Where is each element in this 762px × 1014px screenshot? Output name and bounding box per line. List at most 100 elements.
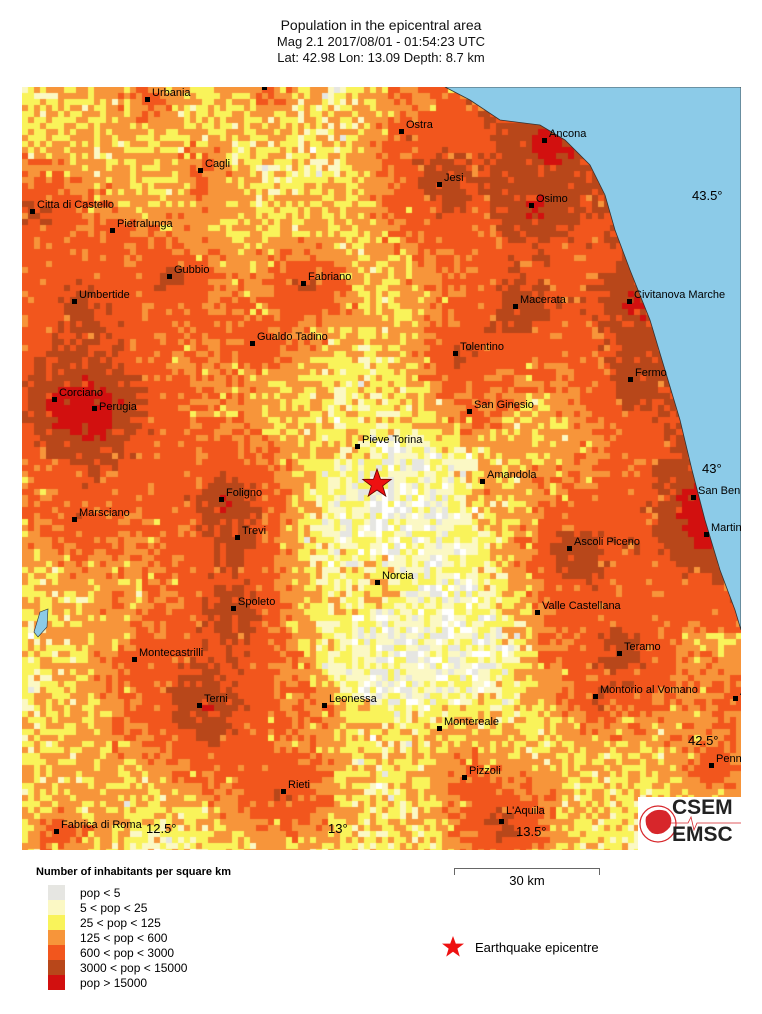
lat-tick: 43° xyxy=(702,461,722,476)
city-label: L'Aquila xyxy=(506,805,545,817)
legend-label: 125 < pop < 600 xyxy=(80,931,168,945)
globe-logo-icon xyxy=(639,805,741,843)
city-label: Pizzoli xyxy=(469,765,501,777)
city-square-icon xyxy=(691,495,696,500)
event-location: Lat: 42.98 Lon: 13.09 Depth: 8.7 km xyxy=(277,50,485,65)
city-square-icon xyxy=(704,532,709,537)
city-label: A xyxy=(740,686,741,698)
legend-title: Number of inhabitants per square km xyxy=(36,866,231,878)
city-square-icon xyxy=(72,517,77,522)
city-label: Marsciano xyxy=(79,507,130,519)
city-square-icon xyxy=(627,299,632,304)
city-square-icon xyxy=(301,281,306,286)
city-square-icon xyxy=(437,182,442,187)
city-square-icon xyxy=(167,274,172,279)
legend-label: pop < 5 xyxy=(80,886,121,900)
city-square-icon xyxy=(453,351,458,356)
city-label: San Ben xyxy=(698,485,741,497)
city-label: Fabriano xyxy=(308,271,352,283)
city-square-icon xyxy=(733,696,738,701)
city-label: Macerata xyxy=(520,294,566,306)
city-label: Citta di Castello xyxy=(37,199,115,211)
city-label: Trevi xyxy=(242,525,267,537)
map-title: Population in the epicentral area xyxy=(280,17,482,33)
city-square-icon xyxy=(709,763,714,768)
city-label: Valle Castellana xyxy=(542,600,621,612)
city-square-icon xyxy=(30,209,35,214)
legend-swatch xyxy=(48,975,65,990)
city-label: Fabrica di Roma xyxy=(61,819,142,831)
city-square-icon xyxy=(617,651,622,656)
legend-label: 3000 < pop < 15000 xyxy=(80,961,188,975)
city-square-icon xyxy=(281,789,286,794)
city-square-icon xyxy=(92,406,97,411)
legend-swatch xyxy=(48,960,65,975)
city-label: Penn xyxy=(716,753,741,765)
city-square-icon xyxy=(529,203,534,208)
city-label: San Ginesio xyxy=(474,399,534,411)
lon-tick: 12.5° xyxy=(146,821,177,836)
city-label: Martin xyxy=(711,522,741,534)
city-square-icon xyxy=(567,546,572,551)
city-square-icon xyxy=(535,610,540,615)
sea xyxy=(444,87,741,631)
scale-label: 30 km xyxy=(509,873,545,888)
legend-swatch xyxy=(48,945,65,960)
city-label: Ascoli Piceno xyxy=(574,536,641,548)
city-label: Norcia xyxy=(382,570,414,582)
city-square-icon xyxy=(250,341,255,346)
city-label: Montorio al Vomano xyxy=(600,684,698,696)
city-square-icon xyxy=(52,397,57,402)
lake-trasimeno-icon xyxy=(33,608,49,638)
city-label: Corciano xyxy=(59,387,104,399)
city-label: Pieve Torina xyxy=(362,434,423,446)
city-square-icon xyxy=(219,497,224,502)
city-label: Urbania xyxy=(152,87,191,99)
csem-emsc-logo: CSEM EMSC xyxy=(638,796,741,850)
city-square-icon xyxy=(480,479,485,484)
city-label: Fermo xyxy=(635,367,667,379)
city-label: Amandola xyxy=(487,469,537,481)
city-square-icon xyxy=(145,97,150,102)
legend-label: 600 < pop < 3000 xyxy=(80,946,175,960)
population-map[interactable]: UrbaniaFossombroneOstraAnconaCagliJesiOs… xyxy=(22,87,741,850)
city-square-icon xyxy=(542,138,547,143)
legend-swatch xyxy=(48,900,65,915)
city-square-icon xyxy=(437,726,442,731)
epicentre-legend-label: Earthquake epicentre xyxy=(475,940,599,955)
city-square-icon xyxy=(235,535,240,540)
city-label: Umbertide xyxy=(79,289,130,301)
city-label: Leonessa xyxy=(329,693,377,705)
legend-label: pop > 15000 xyxy=(80,976,148,990)
city-square-icon xyxy=(262,87,267,90)
city-square-icon xyxy=(513,304,518,309)
legend-swatch xyxy=(48,915,65,930)
city-square-icon xyxy=(110,228,115,233)
city-square-icon xyxy=(499,819,504,824)
city-label: Spoleto xyxy=(238,596,276,608)
city-square-icon xyxy=(72,299,77,304)
city-square-icon xyxy=(54,829,59,834)
city-label: Teramo xyxy=(624,641,661,653)
event-info: Mag 2.1 2017/08/01 - 01:54:23 UTC xyxy=(276,34,486,49)
city-label: Terni xyxy=(204,693,228,705)
city-label: Foligno xyxy=(226,487,263,499)
city-label: Gualdo Tadino xyxy=(257,331,328,343)
lon-tick: 13.5° xyxy=(516,824,547,839)
city-label: Montecastrilli xyxy=(139,647,204,659)
city-square-icon xyxy=(593,694,598,699)
city-label: Montereale xyxy=(444,716,500,728)
city-label: Cagli xyxy=(205,158,231,170)
city-label: Jesi xyxy=(444,172,464,184)
scale-bar xyxy=(454,868,600,875)
city-label: Pietralunga xyxy=(117,218,173,230)
legend-label: 25 < pop < 125 xyxy=(80,916,161,930)
city-label: Rieti xyxy=(288,779,311,791)
city-square-icon xyxy=(375,580,380,585)
city-square-icon xyxy=(322,703,327,708)
legend-swatch xyxy=(48,930,65,945)
city-square-icon xyxy=(231,606,236,611)
city-square-icon xyxy=(197,703,202,708)
city-square-icon xyxy=(132,657,137,662)
city-square-icon xyxy=(355,444,360,449)
